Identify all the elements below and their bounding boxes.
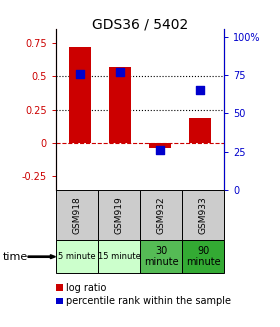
Text: GDS36 / 5402: GDS36 / 5402: [92, 18, 188, 32]
Text: percentile rank within the sample: percentile rank within the sample: [66, 296, 231, 306]
Text: GSM918: GSM918: [73, 196, 81, 234]
Text: 15 minute: 15 minute: [97, 252, 141, 261]
Point: [78, 71, 82, 76]
Point: [158, 147, 162, 153]
Text: GSM932: GSM932: [157, 196, 165, 234]
Text: GSM919: GSM919: [115, 196, 123, 234]
Text: 30
minute: 30 minute: [144, 246, 178, 267]
Text: 90
minute: 90 minute: [186, 246, 220, 267]
Text: time: time: [3, 252, 28, 262]
Text: 5 minute: 5 minute: [58, 252, 96, 261]
Bar: [69, 47, 91, 143]
Bar: [149, 143, 171, 148]
Text: GSM933: GSM933: [199, 196, 207, 234]
Bar: [109, 67, 131, 143]
Text: log ratio: log ratio: [66, 283, 107, 293]
Point: [118, 70, 122, 75]
Bar: [189, 117, 211, 143]
Point: [198, 88, 202, 93]
